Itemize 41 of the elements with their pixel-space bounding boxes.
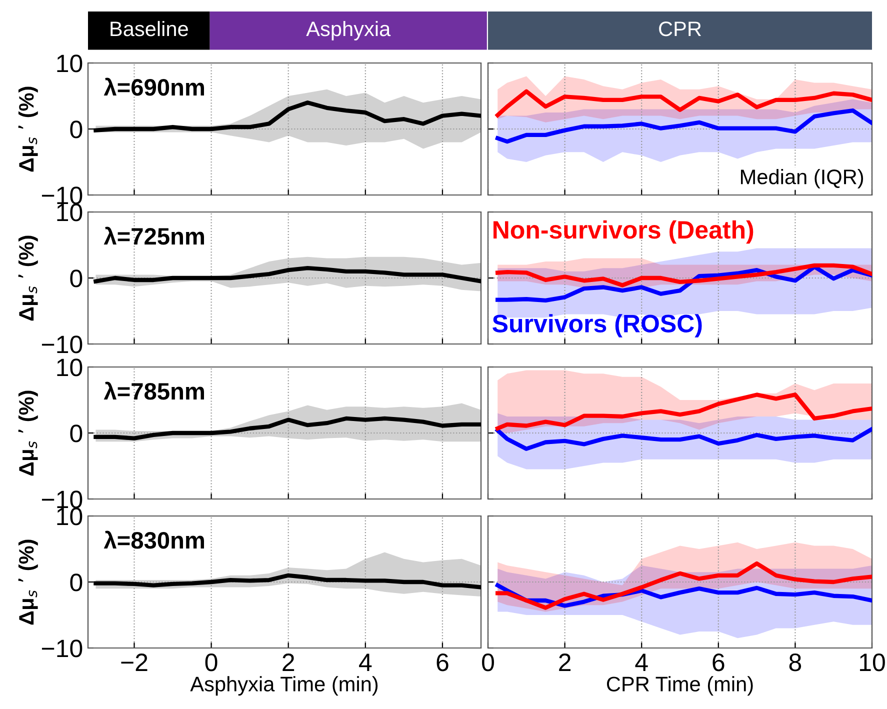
- x-tick-label: 8: [789, 654, 802, 672]
- text: CPR: [659, 22, 702, 36]
- y-tick-label: 0: [70, 574, 82, 592]
- series-label: Non-survivors (Death): [494, 220, 754, 244]
- y-tick-label: 10: [57, 358, 82, 376]
- x-tick-label: 4: [359, 654, 372, 671]
- x-tick-label: 0: [205, 654, 218, 672]
- y-tick-label: 0: [70, 270, 82, 288]
- x-tick-label: 6: [436, 654, 448, 672]
- x-axis-title: CPR Time (min): [606, 676, 753, 696]
- annotation: λ=830nm: [104, 530, 204, 549]
- x-tick-label: 6: [712, 654, 724, 672]
- y-axis-title: Δμ$_{s}$ ’ (%): [18, 86, 38, 172]
- y-tick-label: 10: [57, 508, 82, 526]
- y-tick-label: −10: [42, 186, 82, 204]
- y-tick-label: −10: [42, 640, 82, 658]
- x-tick-label: 10: [860, 654, 885, 672]
- y-tick-label: 0: [70, 424, 82, 442]
- x-tick-label: 4: [635, 654, 648, 671]
- y-tick-label: 10: [57, 204, 82, 222]
- line-series: [94, 416, 481, 440]
- y-axis-title: Δμ$_{s}$ ’ (%): [18, 540, 38, 625]
- y-tick-label: 0: [70, 120, 82, 138]
- x-tick-label: 0: [482, 654, 494, 672]
- annotation: λ=690nm: [104, 78, 204, 96]
- x-tick-label: −2: [121, 654, 148, 671]
- line-series: [94, 266, 481, 284]
- x-tick-label: 2: [559, 654, 570, 671]
- y-axis-title: Δμ$_{s}$ ’ (%): [18, 390, 38, 476]
- annotation: λ=725nm: [104, 226, 204, 245]
- text: Baseline: [110, 20, 188, 36]
- y-tick-label: −10: [42, 490, 82, 508]
- x-axis-title: Asphyxia Time (min): [190, 676, 378, 696]
- x-tick-label: 2: [282, 654, 294, 671]
- y-tick-label: −10: [42, 336, 82, 354]
- text: Asphyxia: [306, 20, 391, 40]
- annotation: λ=785nm: [104, 382, 204, 400]
- series-label: Survivors (ROSC): [492, 314, 702, 338]
- y-axis-title: Δμ$_{s}$ ’ (%): [18, 236, 38, 321]
- annotation: Median (IQR): [741, 168, 864, 188]
- y-tick-label: 10: [57, 54, 82, 72]
